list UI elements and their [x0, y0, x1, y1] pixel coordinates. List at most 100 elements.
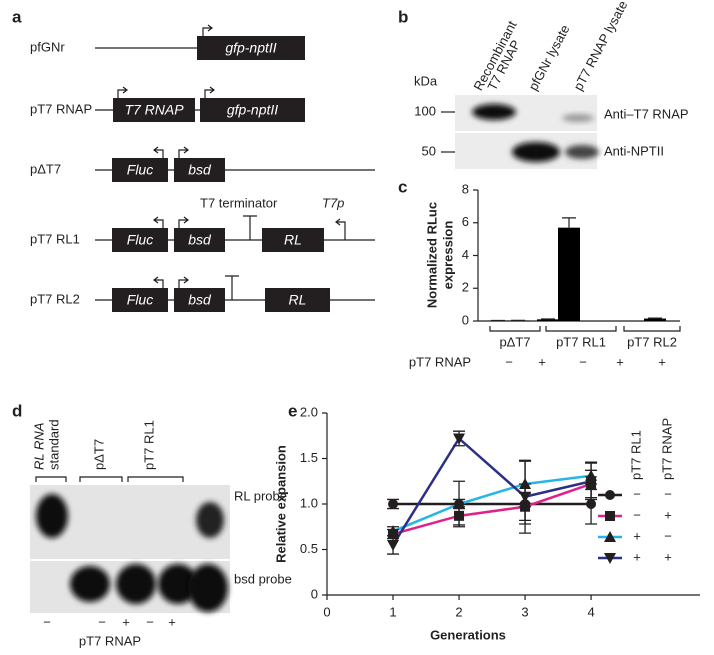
- column-header: pT7 RNAP lysate: [570, 0, 630, 93]
- promoter-arrow: [153, 276, 164, 288]
- legend-header: pT7 RL1: [628, 430, 643, 480]
- lane-bracket: [127, 476, 184, 482]
- bar: [558, 227, 580, 321]
- group-bracket: [489, 326, 541, 332]
- promoter-arrow: [204, 86, 215, 98]
- band: [36, 494, 68, 538]
- legend-sign: +: [633, 549, 641, 564]
- column-header: pΔT7: [91, 439, 106, 470]
- gene-box: [112, 228, 168, 252]
- series-line: [392, 482, 592, 536]
- bar: [537, 319, 559, 321]
- y-tick-label: 1.5: [300, 450, 318, 465]
- x-tick-label: 2: [455, 604, 462, 619]
- series-line: [392, 474, 592, 533]
- group-label: pΔT7: [499, 334, 530, 349]
- y-tick-label: 0: [462, 312, 469, 327]
- marker: [604, 553, 616, 564]
- category-label: +: [616, 354, 624, 369]
- gene-label: Fluc: [127, 292, 153, 308]
- band: [188, 564, 228, 612]
- marker: [605, 490, 615, 500]
- y-tick-label: 1.0: [300, 495, 318, 510]
- legend-sign: +: [633, 528, 641, 543]
- annotation: T7p: [322, 195, 344, 210]
- gene-label: gfp-nptII: [225, 40, 276, 56]
- panel-label: b: [398, 7, 408, 26]
- column-header: standard: [46, 419, 61, 470]
- gene-box: [174, 158, 225, 182]
- construct-name: pT7 RL1: [30, 231, 80, 246]
- size-marker: 100: [414, 103, 436, 118]
- gene-label: bsd: [188, 292, 212, 308]
- gene-label: bsd: [188, 232, 212, 248]
- probe-label: bsd probe: [234, 571, 292, 586]
- band: [196, 502, 224, 538]
- y-axis-label: expression: [440, 221, 455, 290]
- construct-name: pT7 RNAP: [30, 101, 92, 116]
- lane-sign: +: [122, 614, 130, 629]
- promoter-arrow: [178, 146, 189, 158]
- lane-bracket: [79, 476, 123, 482]
- gene-box: [200, 98, 305, 122]
- promoter-arrow: [178, 276, 189, 288]
- y-tick-label: 2: [462, 280, 469, 295]
- x-tick-label: 1: [389, 604, 396, 619]
- promoter-arrow: [153, 216, 164, 228]
- gene-box: [197, 36, 305, 60]
- column-header: pT7 RL1: [141, 420, 156, 470]
- gene-label: T7 RNAP: [124, 102, 184, 118]
- gene-box: [174, 228, 225, 252]
- gene-box: [112, 288, 168, 312]
- band: [116, 564, 156, 604]
- gene-label: RL: [284, 232, 302, 248]
- bar: [644, 318, 666, 321]
- x-axis-label: Generations: [430, 627, 506, 642]
- legend-sign: −: [633, 486, 641, 501]
- antibody-label: Anti-NPTII: [604, 143, 664, 158]
- gene-box: [113, 98, 195, 122]
- promoter-arrow: [178, 216, 189, 228]
- gene-label: RL: [289, 292, 307, 308]
- group-bracket: [545, 326, 617, 332]
- series-line: [391, 436, 592, 546]
- panel-label: d: [12, 401, 22, 420]
- marker: [519, 491, 532, 503]
- marker: [387, 525, 400, 537]
- y-tick-label: 8: [462, 181, 469, 196]
- promoter-arrow: [153, 146, 164, 158]
- gene-label: Fluc: [127, 232, 153, 248]
- gene-box: [112, 158, 168, 182]
- y-tick-label: 0: [311, 586, 318, 601]
- y-axis-label: Relative expansion: [273, 445, 288, 563]
- row-label: pT7 RNAP: [409, 354, 471, 369]
- gene-box: [174, 288, 225, 312]
- gene-box: [262, 228, 324, 252]
- gene-label: Fluc: [127, 162, 153, 178]
- category-label: −: [579, 354, 587, 369]
- category-label: +: [658, 354, 666, 369]
- construct-name: pT7 RL2: [30, 291, 80, 306]
- band: [512, 142, 560, 162]
- lane-sign: −: [98, 614, 106, 629]
- marker: [387, 539, 400, 551]
- y-tick-label: 0.5: [300, 541, 318, 556]
- annotation: T7 terminator: [200, 195, 278, 210]
- group-label: pT7 RL1: [556, 334, 606, 349]
- legend-sign: −: [664, 528, 672, 543]
- y-tick-label: 6: [462, 214, 469, 229]
- category-label: −: [505, 354, 513, 369]
- unit-label: kDa: [414, 73, 438, 88]
- legend-header: pT7 RNAP: [659, 418, 674, 480]
- probe-label: RL probe: [234, 488, 287, 503]
- y-tick-label: 2.0: [300, 404, 318, 419]
- terminator: [243, 215, 257, 240]
- lane-sign: −: [146, 614, 154, 629]
- promoter-arrow: [202, 24, 213, 36]
- group-label: pT7 RL2: [627, 334, 677, 349]
- marker: [453, 433, 466, 445]
- band: [565, 145, 599, 159]
- lane-sign: +: [168, 614, 176, 629]
- marker: [586, 499, 597, 509]
